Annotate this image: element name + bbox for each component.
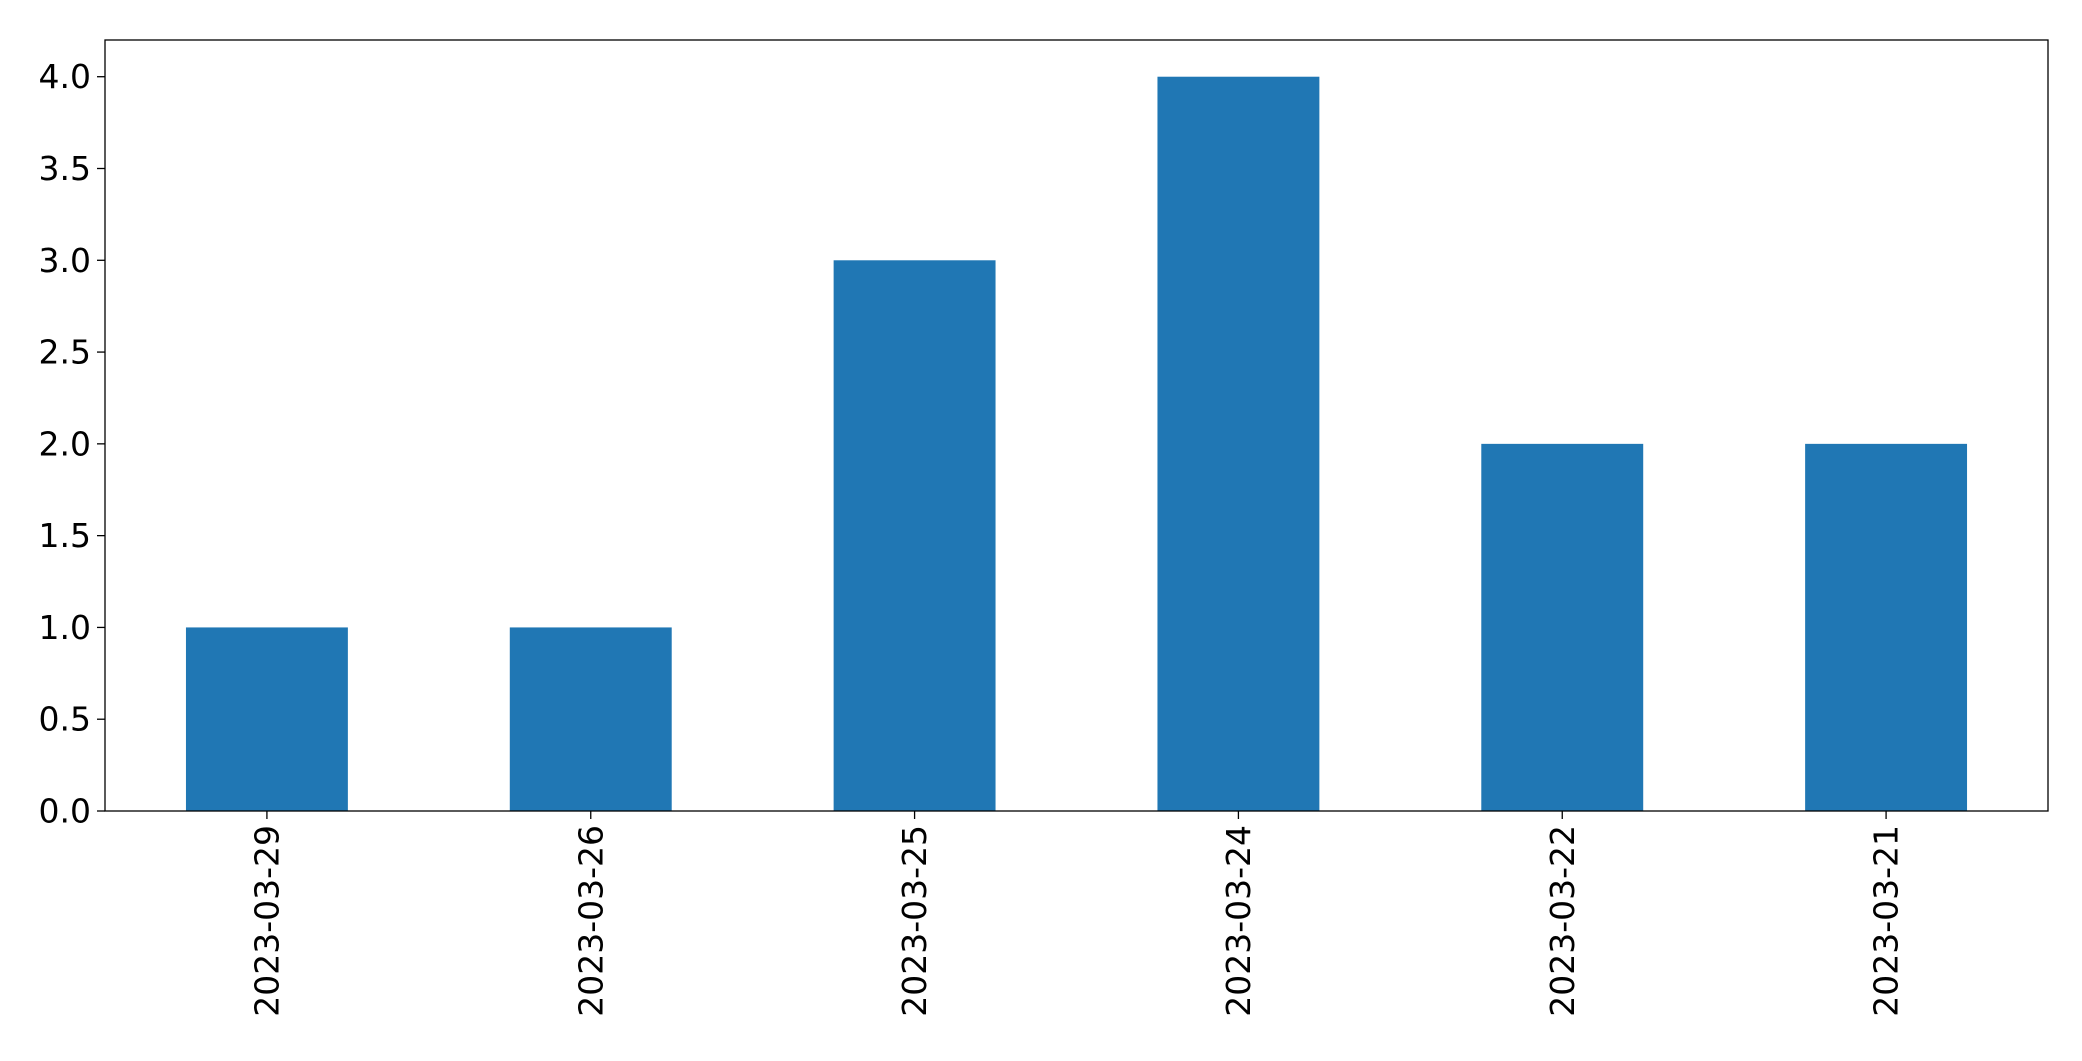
x-tick-label: 2023-03-22 [1543, 825, 1582, 1017]
y-tick-label: 1.5 [39, 516, 91, 555]
bar [833, 260, 996, 811]
y-tick-label: 0.0 [39, 792, 91, 831]
y-tick-label: 3.0 [39, 241, 91, 280]
y-tick-label: 4.0 [39, 57, 91, 96]
bar [1481, 443, 1644, 811]
bar [185, 627, 348, 811]
y-tick-label: 2.5 [39, 333, 91, 372]
y-tick-label: 1.0 [39, 608, 91, 647]
x-tick-label: 2023-03-25 [895, 825, 934, 1017]
bars-layer [185, 76, 1968, 811]
y-tick-label: 2.0 [39, 424, 91, 463]
bar [1805, 443, 1968, 811]
x-tick-label: 2023-03-24 [1219, 825, 1258, 1017]
x-tick-label: 2023-03-26 [571, 825, 610, 1017]
x-tick-label: 2023-03-29 [247, 825, 286, 1017]
plot-frame [104, 39, 2049, 812]
y-tick-label: 0.5 [39, 700, 91, 739]
y-tick-label: 3.5 [39, 149, 91, 188]
y-axis: 0.0 0.5 1.0 1.5 2.0 2.5 3.0 3.5 4.0 [39, 57, 105, 831]
x-axis: 2023-03-29 2023-03-26 2023-03-25 2023-03-24… [247, 811, 1906, 1017]
bar [1157, 76, 1320, 811]
bar [509, 627, 672, 811]
x-tick-label: 2023-03-21 [1867, 825, 1906, 1017]
